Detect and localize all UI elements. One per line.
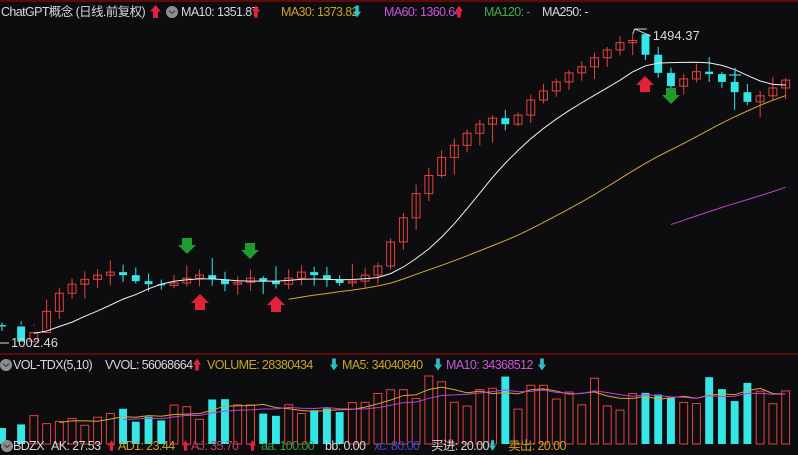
- svg-text:1002.46: 1002.46: [11, 335, 58, 350]
- svg-text:1494.37: 1494.37: [653, 28, 700, 43]
